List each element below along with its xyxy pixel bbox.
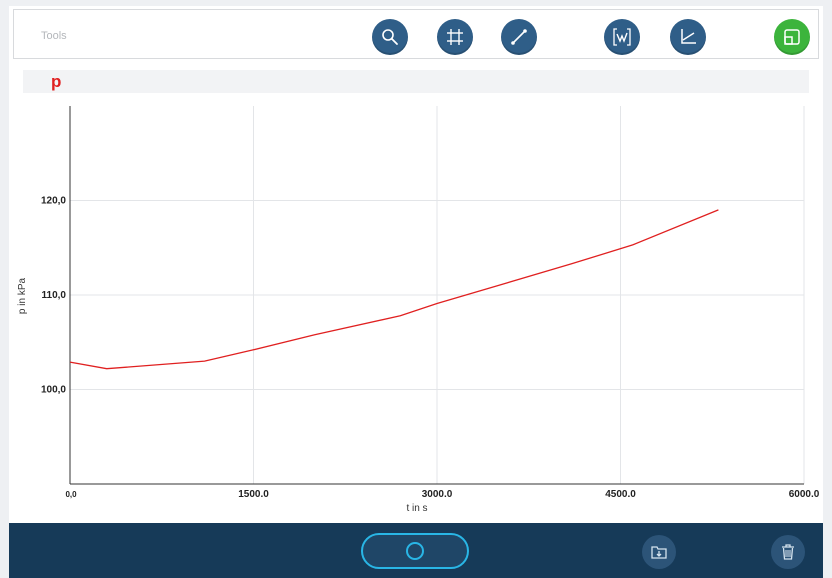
curve-bracket-icon: [613, 28, 631, 46]
tools-label: Tools: [41, 30, 67, 42]
fullscreen-button[interactable]: [774, 19, 810, 55]
x-tick-label: 1500.0: [238, 489, 269, 500]
record-button[interactable]: [361, 533, 469, 569]
trash-icon: [782, 544, 794, 560]
x-axis-label: t in s: [406, 503, 427, 514]
grid: [70, 106, 805, 484]
bottom-bar: [9, 523, 823, 578]
chart-title-bar: p: [23, 70, 809, 93]
series-line: [69, 209, 719, 370]
measurement-app: Tools: [9, 6, 823, 578]
y-tick-label: 100,0: [41, 385, 66, 396]
y-tick-label: 120,0: [41, 196, 66, 207]
toolbar: Tools: [13, 9, 819, 59]
window-expand-icon: [784, 29, 800, 45]
x-tick-label: 0,0: [65, 490, 77, 499]
x-tick-label: 6000.0: [789, 489, 820, 500]
axes: [69, 106, 804, 485]
y-tick-label: 110,0: [42, 290, 67, 301]
axes-button[interactable]: [670, 19, 706, 55]
x-tick-label: 4500.0: [605, 489, 636, 500]
line-chart[interactable]: 0,0 1500.0 3000.0 4500.0 6000.0 100,0 110,0 120…: [9, 6, 823, 523]
fit-curve-button[interactable]: [604, 19, 640, 55]
chart-title: p: [51, 72, 62, 91]
delete-button[interactable]: [771, 535, 805, 569]
crop-button[interactable]: [437, 19, 473, 55]
series-layer: [69, 209, 719, 370]
record-icon: [406, 542, 424, 560]
folder-export-icon: [651, 546, 667, 559]
axes-icon: [681, 29, 696, 44]
x-tick-label: 3000.0: [422, 489, 453, 500]
line-segment-icon: [511, 29, 527, 45]
zoom-button[interactable]: [372, 19, 408, 55]
crop-frame-icon: [447, 29, 463, 45]
tick-labels: 0,0 1500.0 3000.0 4500.0 6000.0 100,0 110,0 120…: [41, 196, 820, 501]
line-tool-button[interactable]: [501, 19, 537, 55]
magnifier-icon: [382, 29, 398, 45]
y-axis-label: p in kPa: [17, 277, 28, 314]
export-button[interactable]: [642, 535, 676, 569]
